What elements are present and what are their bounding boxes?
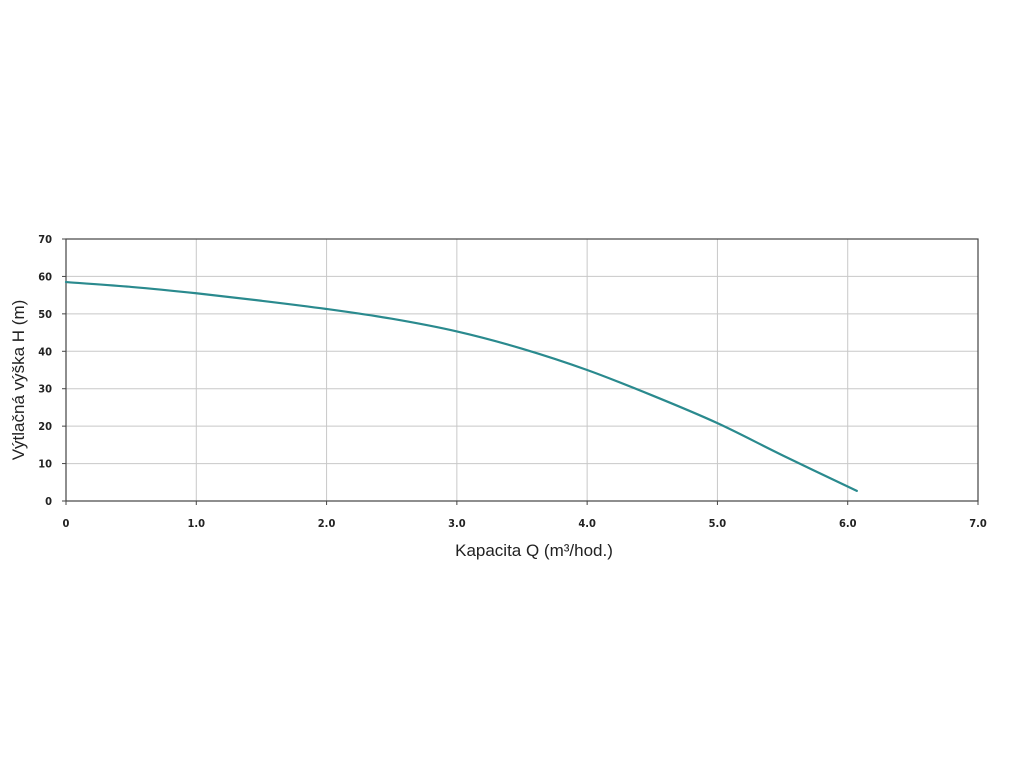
x-tick-label: 6.0 xyxy=(839,517,857,530)
x-axis-label: Kapacita Q (m³/hod.) xyxy=(455,541,613,560)
y-tick-label: 20 xyxy=(38,420,52,433)
x-tick-label: 2.0 xyxy=(318,517,336,530)
y-tick-label: 60 xyxy=(38,270,52,283)
y-axis-ticks: 0 10 20 30 40 50 60 70 xyxy=(38,233,66,508)
grid xyxy=(65,238,979,502)
y-tick-label: 70 xyxy=(38,233,52,246)
y-axis-label: Výtlačná výška H (m) xyxy=(9,300,28,461)
x-tick-label: 0 xyxy=(63,517,70,530)
y-tick-label: 50 xyxy=(38,308,52,321)
x-tick-label: 1.0 xyxy=(188,517,206,530)
y-tick-label: 40 xyxy=(38,345,52,358)
x-tick-label: 3.0 xyxy=(448,517,466,530)
plot-frame xyxy=(65,238,979,502)
y-tick-label: 30 xyxy=(38,383,52,396)
y-tick-label: 0 xyxy=(45,495,52,508)
x-tick-label: 4.0 xyxy=(578,517,596,530)
x-tick-label: 7.0 xyxy=(969,517,987,530)
x-tick-label: 5.0 xyxy=(709,517,727,530)
series-line xyxy=(64,280,858,492)
y-tick-label: 10 xyxy=(38,458,52,471)
x-axis-ticks: 0 1.0 2.0 3.0 4.0 5.0 6.0 7.0 xyxy=(63,501,987,530)
